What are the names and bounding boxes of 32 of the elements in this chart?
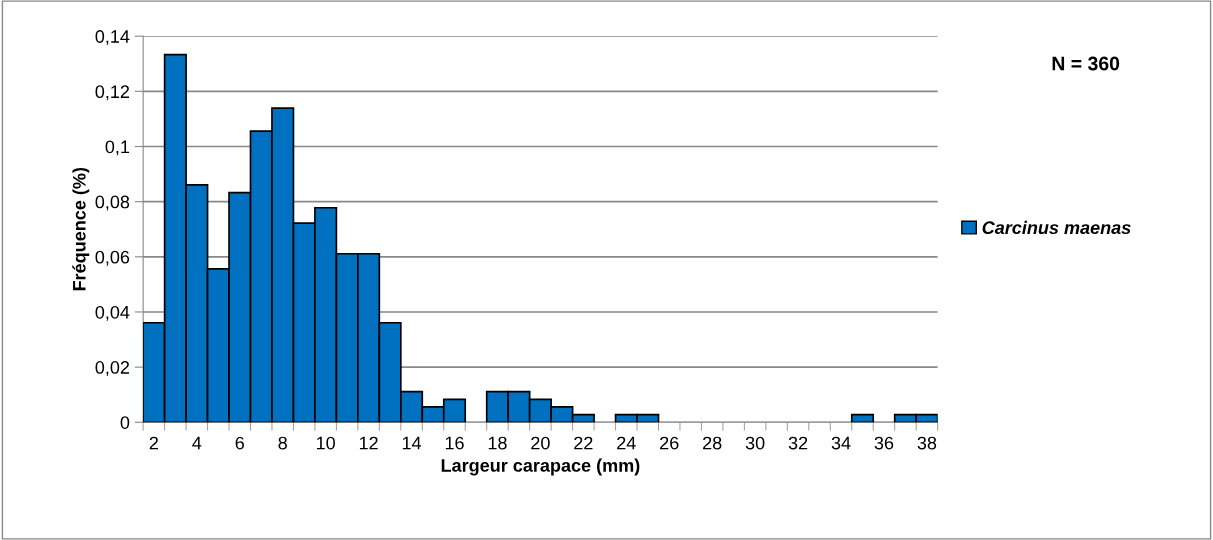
bar bbox=[850, 413, 875, 423]
x-tick-label: 30 bbox=[745, 436, 765, 450]
y-tick-label: 0,14 bbox=[95, 30, 130, 46]
x-tick-label: 16 bbox=[445, 436, 464, 450]
x-tick-label: 14 bbox=[402, 436, 422, 450]
x-axis-title: Largeur carapace (mm) bbox=[441, 458, 640, 476]
x-tick-label: 36 bbox=[874, 436, 894, 450]
x-tick-label: 10 bbox=[316, 436, 335, 450]
y-tick-label: 0,08 bbox=[95, 195, 130, 211]
x-tick-label: 4 bbox=[192, 436, 202, 450]
y-tick-label: 0,06 bbox=[95, 250, 130, 266]
x-tick-label: 32 bbox=[788, 436, 808, 450]
x-tick-label: 18 bbox=[488, 436, 507, 450]
x-tick-label: 20 bbox=[531, 436, 550, 450]
x-tick-label: 8 bbox=[278, 436, 287, 450]
legend-label: Carcinus maenas bbox=[982, 220, 1131, 235]
x-tick-label: 24 bbox=[617, 436, 636, 450]
x-tick-label: 28 bbox=[703, 436, 722, 450]
y-tick-label: 0 bbox=[120, 416, 130, 429]
x-tick-label: 34 bbox=[831, 436, 851, 450]
y-axis-title: Fréquence (%) bbox=[72, 167, 90, 291]
x-tick-label: 6 bbox=[235, 436, 244, 450]
x-tick-label: 38 bbox=[917, 436, 937, 450]
y-tick-label: 0,04 bbox=[95, 305, 130, 321]
x-tick-label: 26 bbox=[660, 436, 679, 450]
y-tick-label: 0,02 bbox=[95, 361, 130, 376]
text: N = 360 bbox=[1052, 56, 1120, 71]
y-tick-label: 0,1 bbox=[105, 140, 130, 156]
x-tick-label: 22 bbox=[574, 436, 593, 450]
x-tick-label: 2 bbox=[149, 436, 158, 450]
y-tick-label: 0,12 bbox=[95, 85, 130, 101]
x-tick-label: 12 bbox=[359, 436, 378, 450]
